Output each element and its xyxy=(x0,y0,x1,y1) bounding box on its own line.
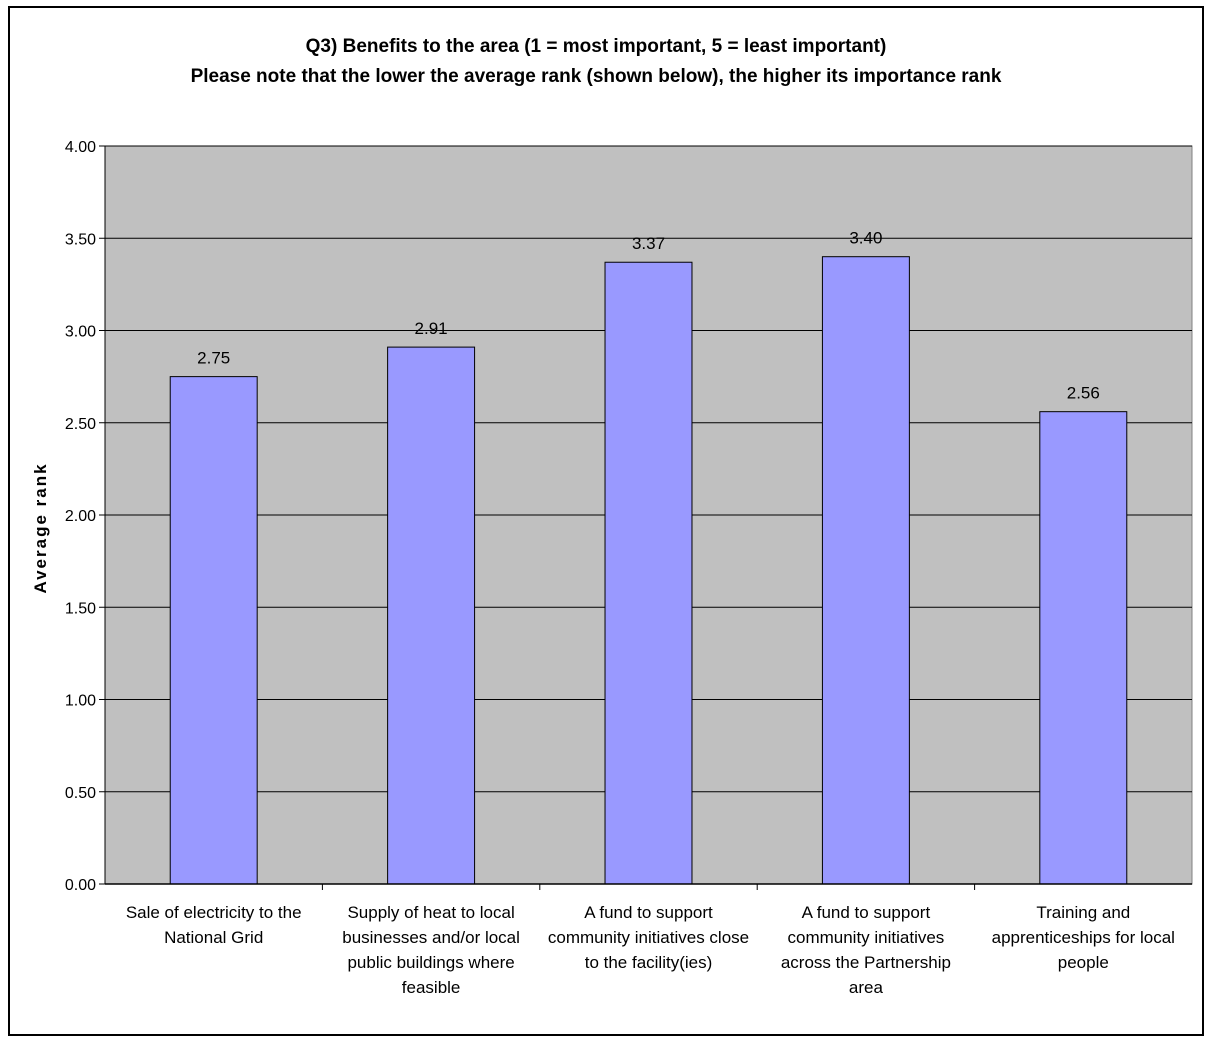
bar xyxy=(1039,411,1128,885)
chart-title-line: Please note that the lower the average r… xyxy=(191,66,1002,87)
x-category-label: A fund to support community initiatives ac… xyxy=(781,903,951,997)
x-category-label-line: area xyxy=(849,978,884,997)
data-label: 2.56 xyxy=(1067,384,1100,403)
x-category-label-line: community initiatives xyxy=(787,928,944,947)
x-category-label-line: community initiatives close xyxy=(548,928,749,947)
chart-title: Q3) Benefits to the area (1 = most impor… xyxy=(191,36,1002,87)
y-tick-label: 1.00 xyxy=(65,693,96,710)
x-category-label-line: Sale of electricity to the xyxy=(126,903,302,922)
x-category-label-line: feasible xyxy=(402,978,461,997)
y-tick-label: 2.50 xyxy=(65,416,96,433)
y-tick-label: 0.50 xyxy=(65,785,96,802)
y-axis-label: Average rank xyxy=(31,462,50,593)
chart-frame: Q3) Benefits to the area (1 = most impor… xyxy=(8,6,1204,1036)
data-label: 3.37 xyxy=(632,234,665,253)
y-tick-label: 4.00 xyxy=(65,139,96,156)
x-category-label: Sale of electricity to the National Grid xyxy=(126,903,302,947)
x-category-label-line: public buildings where xyxy=(347,953,514,972)
x-category-label: Training and apprenticeships for local peo… xyxy=(992,903,1175,972)
y-tick-label: 2.00 xyxy=(65,508,96,525)
data-label: 2.75 xyxy=(197,349,230,368)
x-category-label-line: businesses and/or local xyxy=(342,928,520,947)
x-category-label-line: apprenticeships for local xyxy=(992,928,1175,947)
y-axis: 0.00 0.50 1.00 1.50 2.00 2.50 3.00 3.50 4.00 xyxy=(65,139,106,894)
x-category-label-line: A fund to support xyxy=(584,903,713,922)
bar xyxy=(169,376,258,885)
x-category-label: A fund to support community initiatives c… xyxy=(548,903,749,972)
y-tick-label: 3.00 xyxy=(65,324,96,341)
y-tick-label: 0.00 xyxy=(65,877,96,894)
bar xyxy=(821,256,910,885)
x-category-label-line: National Grid xyxy=(164,928,263,947)
y-tick-label: 3.50 xyxy=(65,231,96,248)
bars xyxy=(169,256,1128,885)
x-category-label-line: Supply of heat to local xyxy=(347,903,514,922)
bar xyxy=(604,261,693,885)
bar xyxy=(387,346,476,885)
x-category-label: Supply of heat to local businesses and/or… xyxy=(342,903,520,997)
chart-title-line: Q3) Benefits to the area (1 = most impor… xyxy=(306,36,887,57)
x-category-label-line: Training and xyxy=(1036,903,1130,922)
data-label: 2.91 xyxy=(415,319,448,338)
x-category-label-line: people xyxy=(1058,953,1109,972)
x-category-label-line: to the facility(ies) xyxy=(585,953,713,972)
bar-chart: Q3) Benefits to the area (1 = most impor… xyxy=(31,36,1193,997)
y-tick-label: 1.50 xyxy=(65,600,96,617)
data-label: 3.40 xyxy=(849,229,882,248)
x-category-label-line: A fund to support xyxy=(802,903,931,922)
data-labels: 2.75 2.91 3.37 3.40 2.56 xyxy=(197,229,1100,403)
x-category-label-line: across the Partnership xyxy=(781,953,951,972)
x-axis: Sale of electricity to the National GridS… xyxy=(105,883,1192,997)
